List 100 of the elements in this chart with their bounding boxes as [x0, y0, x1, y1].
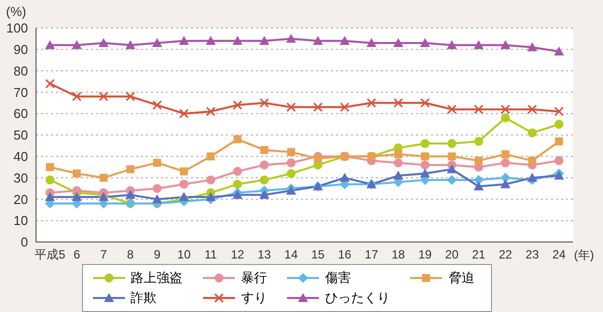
y-tick-label: 100 [6, 20, 28, 36]
point [500, 104, 510, 114]
point [394, 150, 402, 158]
point [259, 190, 270, 199]
point [286, 158, 296, 168]
point [527, 42, 538, 52]
point [125, 40, 136, 50]
point [527, 104, 538, 114]
point [554, 106, 564, 116]
point [152, 184, 162, 193]
point [152, 38, 162, 47]
point [420, 168, 430, 178]
point [126, 165, 134, 174]
point [555, 137, 563, 146]
x-tick-label: 22 [498, 248, 512, 262]
point [340, 172, 350, 182]
point [152, 100, 162, 110]
point [72, 170, 81, 178]
x-tick-label: 7 [100, 248, 108, 262]
point [394, 158, 403, 168]
point [260, 160, 269, 170]
y-tick-label: 50 [14, 128, 28, 143]
point [45, 78, 55, 88]
point [500, 158, 510, 168]
point [314, 154, 322, 163]
x-tick-label: 11 [204, 248, 218, 262]
y-tick-label: 30 [14, 170, 28, 186]
legend-label: 傷害 [325, 269, 351, 287]
point [500, 40, 510, 50]
point [179, 180, 188, 189]
point [340, 36, 350, 45]
point [340, 102, 350, 112]
point [152, 194, 162, 204]
legend-label: 路上強盗 [130, 269, 182, 287]
point [126, 92, 136, 102]
point [234, 135, 242, 144]
point [528, 156, 536, 165]
point [474, 181, 484, 190]
point [448, 152, 456, 160]
point [260, 98, 270, 108]
legend-label: 詐欺 [130, 289, 156, 307]
point [45, 40, 55, 50]
x-tick-label: 13 [258, 248, 272, 262]
point [45, 192, 55, 202]
x-tick-label: 9 [154, 248, 161, 262]
point [286, 34, 296, 43]
point [206, 36, 216, 45]
point [554, 156, 564, 166]
x-tick-label: 19 [418, 248, 432, 262]
point [446, 164, 457, 174]
point [474, 104, 484, 114]
x-tick-label: 16 [338, 248, 352, 262]
legend-label: すり [240, 289, 267, 307]
point [180, 167, 188, 176]
x-tick-label: 20 [445, 248, 459, 262]
point [393, 38, 404, 47]
point [500, 113, 510, 122]
point [46, 175, 54, 184]
point [178, 36, 189, 45]
point [420, 160, 430, 170]
x-tick-label: 24 [552, 248, 566, 262]
point [447, 139, 456, 148]
point [233, 180, 242, 189]
y-tick-label: 90 [14, 42, 28, 58]
point [232, 36, 243, 45]
point [100, 174, 108, 182]
point [153, 158, 162, 167]
point [393, 98, 404, 108]
x-tick-label: 21 [472, 248, 486, 262]
y-tick-label: 70 [14, 84, 28, 100]
legend-label: 暴行 [240, 269, 267, 287]
y-tick-label: 20 [14, 192, 28, 207]
point [98, 38, 109, 47]
point [233, 166, 242, 176]
point [474, 136, 484, 146]
point [72, 192, 82, 202]
point [474, 40, 484, 50]
y-tick-label: 80 [14, 63, 28, 78]
legend-label: 脅迫 [448, 269, 474, 287]
point [420, 98, 430, 108]
point [446, 174, 457, 185]
point [46, 163, 54, 172]
point [501, 150, 510, 158]
point [528, 128, 537, 138]
legend-label: ひったくり [325, 289, 390, 307]
x-tick-label: 15 [311, 248, 325, 262]
x-tick-label: 18 [392, 248, 406, 262]
y-tick-label: 40 [14, 149, 28, 164]
x-tick-label: 平成5 [34, 248, 66, 262]
x-axis-title: (年) [574, 247, 594, 264]
point [125, 190, 136, 199]
point [178, 192, 189, 202]
point [554, 120, 564, 129]
point [286, 169, 296, 178]
point [366, 38, 376, 47]
point [313, 102, 323, 112]
point [206, 175, 216, 184]
y-axis-title: (%) [6, 4, 26, 19]
point [206, 152, 215, 160]
point [474, 174, 484, 185]
